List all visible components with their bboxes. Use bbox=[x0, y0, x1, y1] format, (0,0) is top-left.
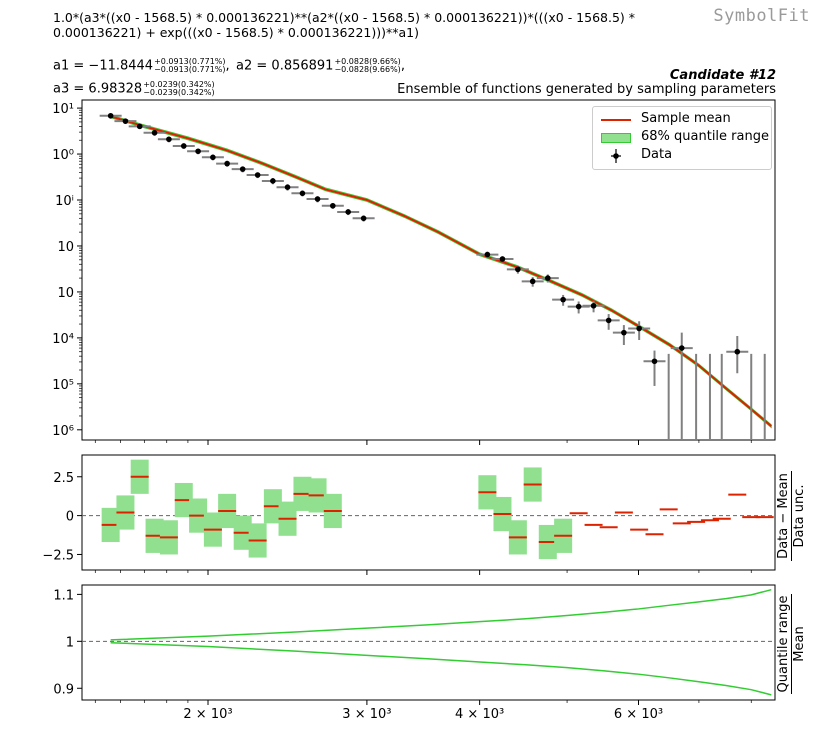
legend-label-mean: Sample mean bbox=[641, 111, 731, 126]
legend-label-quantile: 68% quantile range bbox=[641, 129, 769, 144]
main-ytick-label: 10¹ bbox=[52, 102, 74, 117]
data-point bbox=[181, 143, 187, 149]
pull-ytick-label: −2.5 bbox=[42, 548, 74, 563]
data-point bbox=[224, 161, 230, 167]
data-point bbox=[330, 203, 336, 209]
data-point bbox=[345, 209, 351, 215]
pull-ytick-label: 0 bbox=[66, 510, 74, 525]
data-point bbox=[621, 330, 627, 336]
data-point bbox=[240, 166, 246, 172]
xtick-label: 6 × 10³ bbox=[614, 707, 663, 722]
pull-ylabel-num: Data − Mean bbox=[776, 471, 792, 561]
quantile-ylabel: Quantile range Mean bbox=[776, 588, 812, 700]
main-ytick-label: 10⁰ bbox=[52, 148, 74, 163]
data-point bbox=[315, 196, 321, 202]
legend-label-data: Data bbox=[641, 147, 672, 162]
main-ytick-label: 10⁳ bbox=[57, 286, 74, 301]
quantile-ylabel-num: Quantile range bbox=[776, 594, 792, 695]
quantile-ytick-label: 1 bbox=[66, 635, 74, 650]
pull-ylabel: Data − Mean Data unc. bbox=[776, 470, 812, 562]
main-ytick-label: 10⁵ bbox=[52, 378, 74, 393]
quantile-frame bbox=[82, 585, 775, 700]
data-point bbox=[270, 178, 276, 184]
data-point bbox=[123, 118, 129, 124]
data-point bbox=[515, 267, 521, 273]
main-ytick-label: 10⁶ bbox=[52, 424, 74, 439]
legend-swatch-data bbox=[601, 147, 631, 165]
quantile-ylabel-den: Mean bbox=[792, 594, 807, 695]
quantile-lower-line bbox=[111, 643, 772, 695]
data-point bbox=[560, 297, 566, 303]
data-point bbox=[285, 184, 291, 190]
data-point bbox=[591, 303, 597, 309]
data-point bbox=[530, 279, 536, 285]
main-ytick-label: 10⁴ bbox=[52, 332, 74, 347]
data-point bbox=[361, 215, 367, 221]
xtick-label: 2 × 10³ bbox=[183, 707, 232, 722]
data-point bbox=[210, 154, 216, 160]
data-point bbox=[636, 326, 642, 332]
data-point bbox=[137, 124, 143, 130]
data-point bbox=[606, 318, 612, 324]
data-point bbox=[652, 358, 658, 364]
legend-swatch-quantile bbox=[601, 133, 631, 143]
data-point bbox=[500, 256, 506, 262]
main-ytick-label: 10ⁱ bbox=[55, 194, 74, 209]
data-point bbox=[734, 349, 740, 355]
quantile-upper-line bbox=[111, 590, 772, 640]
quantile-ytick-label: 0.9 bbox=[53, 682, 74, 697]
pull-ylabel-den: Data unc. bbox=[792, 471, 807, 561]
data-point bbox=[545, 275, 551, 281]
main-ytick-label: 10⁲ bbox=[57, 240, 74, 255]
legend-swatch-mean bbox=[601, 119, 631, 121]
data-point bbox=[255, 172, 261, 178]
quantile-ytick-label: 1.1 bbox=[53, 588, 74, 603]
data-point bbox=[300, 190, 306, 196]
data-point bbox=[166, 136, 172, 142]
data-point bbox=[576, 304, 582, 310]
xtick-label: 3 × 10³ bbox=[342, 707, 391, 722]
data-point bbox=[485, 252, 491, 258]
pull-ytick-label: 2.5 bbox=[53, 471, 74, 486]
legend: Sample mean 68% quantile range Data bbox=[592, 106, 772, 170]
data-point bbox=[108, 113, 114, 119]
data-point bbox=[152, 130, 158, 136]
data-point bbox=[679, 345, 685, 351]
xtick-label: 4 × 10³ bbox=[455, 707, 504, 722]
data-point bbox=[195, 148, 201, 154]
